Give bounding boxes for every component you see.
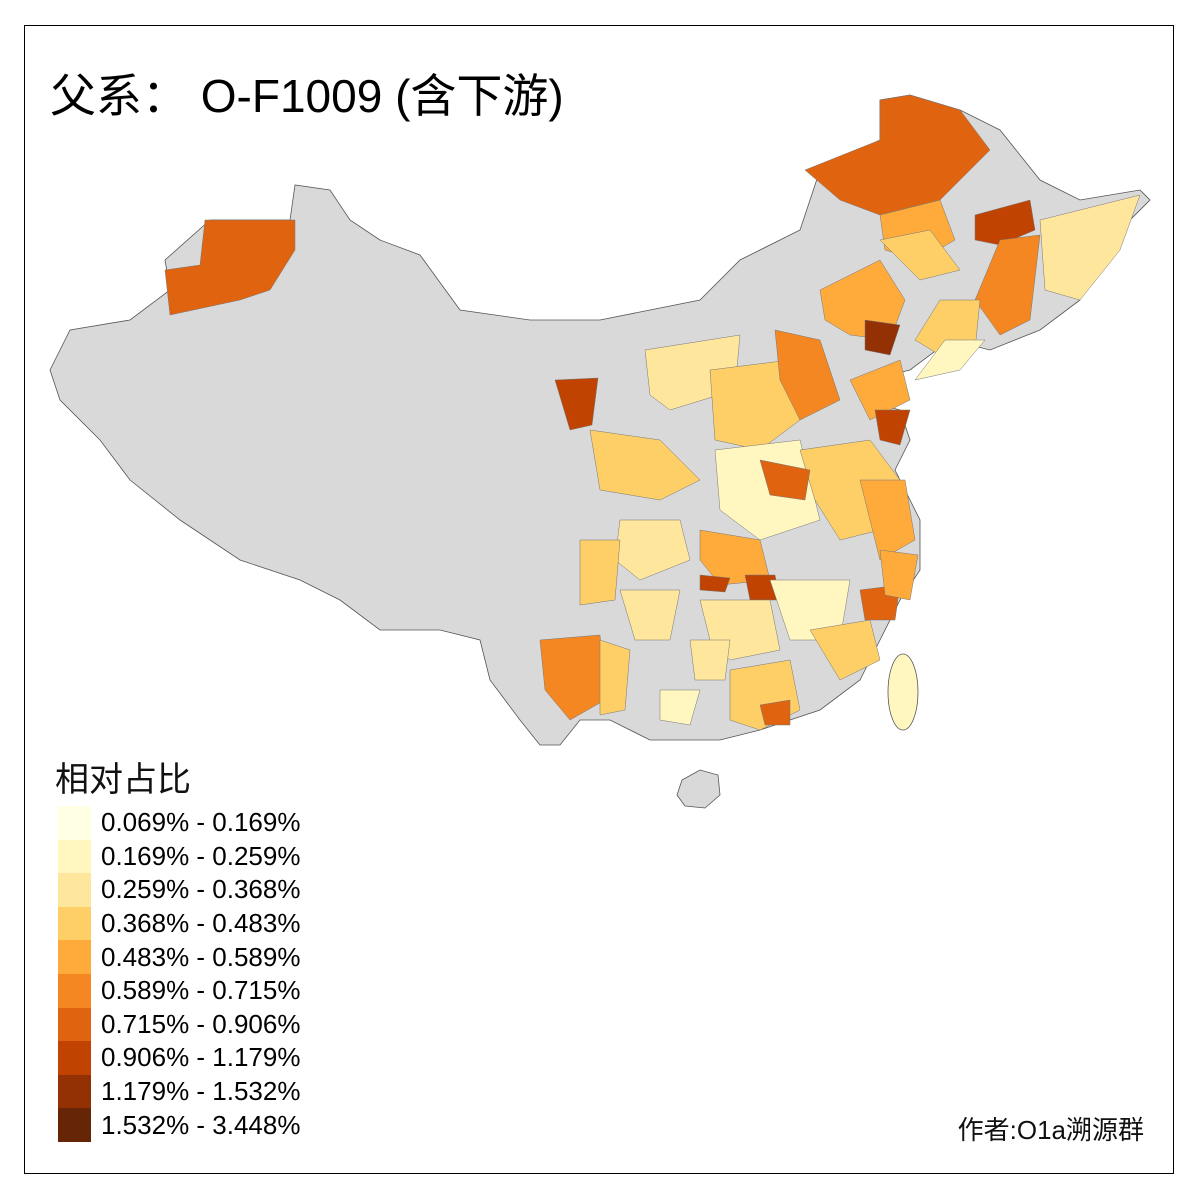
legend-label: 0.368% - 0.483% xyxy=(101,908,301,939)
legend-swatch xyxy=(58,906,91,941)
legend-item: 0.259% - 0.368% xyxy=(58,873,300,907)
legend-swatch xyxy=(58,839,91,874)
legend-swatch xyxy=(58,1108,91,1142)
map-title: 父系： O-F1009 (含下游) xyxy=(50,70,564,122)
prefecture-region xyxy=(164,219,296,316)
legend-swatch xyxy=(58,806,91,840)
prefecture-region xyxy=(659,689,701,726)
prefecture-region xyxy=(689,639,731,681)
map-frame xyxy=(24,25,1174,1174)
author-credit: 作者:O1a溯源群 xyxy=(957,1115,1144,1145)
legend-label: 1.179% - 1.532% xyxy=(101,1076,301,1107)
legend-item: 0.715% - 0.906% xyxy=(58,1007,301,1042)
colored-prefectures xyxy=(164,94,1141,731)
china-base-shape xyxy=(49,94,1151,809)
legend-swatch xyxy=(58,973,91,1008)
legend-item: 0.169% - 0.259% xyxy=(58,839,301,874)
prefecture-region xyxy=(589,429,701,501)
prefecture-region xyxy=(1039,194,1141,301)
prefecture-region xyxy=(709,359,801,451)
prefecture-region xyxy=(864,319,901,356)
prefecture-region xyxy=(759,459,811,501)
prefecture-region xyxy=(974,234,1041,336)
legend-item: 0.906% - 1.179% xyxy=(58,1041,300,1075)
prefecture-region xyxy=(714,439,821,541)
legend-swatch xyxy=(58,940,91,974)
legend-title: 相对占比 xyxy=(55,760,191,800)
taiwan-region xyxy=(887,653,919,731)
prefecture-region xyxy=(879,549,919,601)
legend-label: 0.259% - 0.368% xyxy=(101,874,301,905)
legend-swatch xyxy=(58,1007,91,1042)
legend: 0.069% - 0.169% 0.169% - 0.259% 0.259% - 0… xyxy=(58,806,300,1142)
hainan-region xyxy=(676,769,721,809)
prefecture-region xyxy=(619,589,681,641)
legend-swatch xyxy=(58,1041,91,1075)
legend-item: 0.483% - 0.589% xyxy=(58,940,300,974)
prefecture-region xyxy=(974,199,1036,246)
legend-item: 1.179% - 1.532% xyxy=(58,1074,301,1109)
prefecture-region xyxy=(774,329,841,421)
prefecture-region xyxy=(859,479,916,561)
legend-item: 0.069% - 0.169% xyxy=(58,806,300,840)
prefecture-region xyxy=(554,377,599,431)
legend-item: 0.589% - 0.715% xyxy=(58,973,301,1008)
legend-label: 0.483% - 0.589% xyxy=(101,941,301,972)
legend-label: 0.169% - 0.259% xyxy=(101,840,301,871)
prefecture-region xyxy=(914,339,986,381)
prefecture-region xyxy=(804,94,991,216)
prefecture-region xyxy=(699,529,771,586)
legend-swatch xyxy=(58,1074,91,1109)
legend-label: 0.715% - 0.906% xyxy=(101,1008,301,1039)
legend-label: 0.589% - 0.715% xyxy=(101,975,301,1006)
prefecture-region xyxy=(809,619,881,681)
legend-item: 0.368% - 0.483% xyxy=(58,906,301,941)
prefecture-region xyxy=(849,359,911,421)
legend-label: 0.906% - 1.179% xyxy=(101,1042,301,1073)
prefecture-region xyxy=(599,639,631,716)
prefecture-region xyxy=(879,229,961,281)
prefecture-region xyxy=(874,409,911,446)
legend-label: 0.069% - 0.169% xyxy=(101,807,301,838)
prefecture-region xyxy=(539,634,606,721)
prefecture-region xyxy=(699,574,731,593)
prefecture-region xyxy=(759,699,791,726)
legend-swatch xyxy=(58,873,91,907)
legend-label: 1.532% - 3.448% xyxy=(101,1109,301,1140)
legend-item: 1.532% - 3.448% xyxy=(58,1108,300,1142)
prefecture-region xyxy=(579,539,621,606)
